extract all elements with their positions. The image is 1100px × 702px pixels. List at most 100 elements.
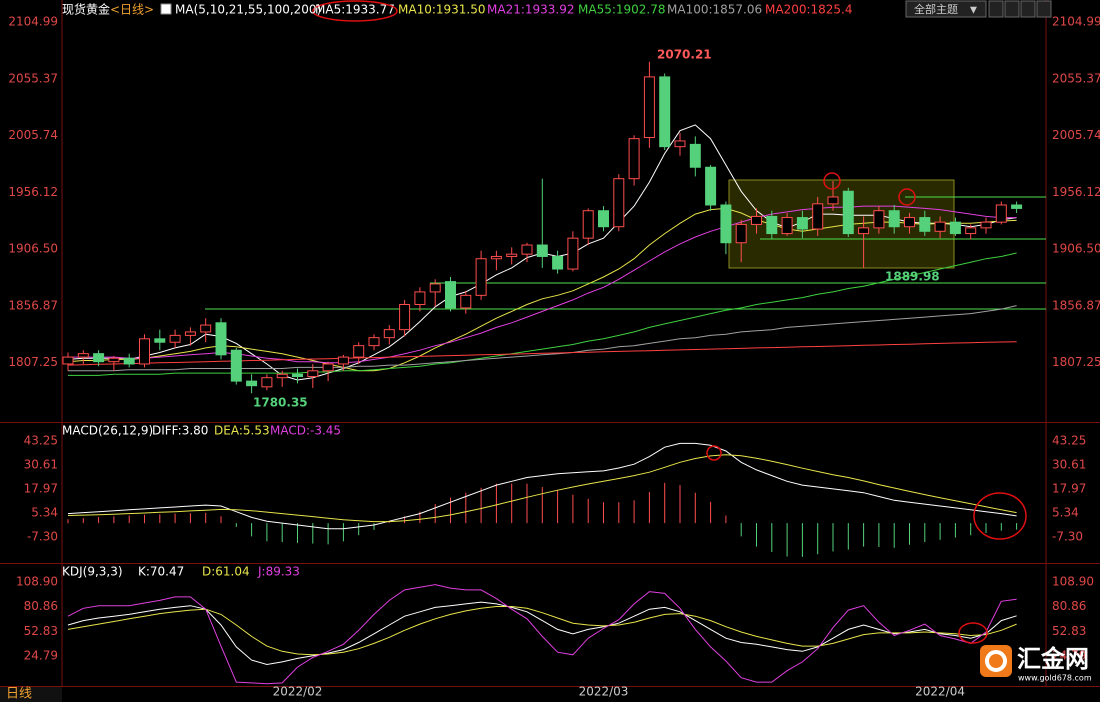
- candle-body: [246, 380, 258, 387]
- candle-body: [368, 337, 380, 347]
- y-tick-label: 108.90: [16, 575, 58, 589]
- y-tick-label: 2055.37: [1052, 71, 1100, 85]
- y-tick-label: 108.90: [1052, 575, 1094, 589]
- highlight-circles: [312, 0, 1027, 644]
- toolbar: [988, 0, 1052, 18]
- candle-body: [230, 349, 242, 382]
- logo: 汇金网: [1017, 645, 1089, 673]
- y-tick-label: 80.86: [24, 599, 58, 613]
- candle-body: [307, 370, 319, 378]
- y-tick-label: 1906.50: [8, 242, 58, 256]
- y-tick-label: -7.30: [27, 529, 58, 543]
- candle-body: [77, 353, 89, 358]
- candle-body: [536, 244, 548, 257]
- candle-body: [934, 221, 946, 232]
- footer-period: 日线: [6, 687, 32, 702]
- x-tick-label: 2022/04: [915, 685, 965, 699]
- candle-body: [353, 345, 365, 358]
- candle-body: [766, 215, 778, 235]
- candle-body: [613, 178, 625, 228]
- legend-entry: MA100:1857.06: [667, 3, 762, 17]
- candle-body: [506, 253, 518, 257]
- logo-mark: [985, 650, 1007, 672]
- candle-body: [827, 196, 839, 205]
- candle-body: [552, 255, 564, 270]
- line: [67, 442, 1017, 530]
- candle-body: [567, 237, 579, 270]
- candle-body: [414, 291, 426, 305]
- y-tick-label: 17.97: [1052, 481, 1086, 495]
- logo-icon: [980, 645, 1012, 677]
- candle-body: [322, 363, 334, 372]
- candle-body: [812, 203, 824, 230]
- logo-url: www.gold678.com: [1018, 674, 1092, 683]
- y-tick-label: 2055.37: [8, 71, 58, 85]
- candle-body: [888, 210, 900, 228]
- legend-entry: MA5:1933.77: [315, 3, 395, 17]
- y-tick-label: 2104.99: [1052, 15, 1100, 29]
- x-tick-label: 2022/03: [579, 685, 629, 699]
- tool-button[interactable]: [1036, 0, 1052, 18]
- candle-body: [598, 210, 609, 228]
- candle-body: [643, 76, 655, 139]
- annotation: 1889.98: [885, 270, 940, 284]
- line: [67, 606, 1017, 656]
- candle-body: [123, 357, 135, 365]
- candle-body: [689, 143, 701, 168]
- period: <日线>: [110, 3, 154, 17]
- footer-tab[interactable]: [0, 687, 62, 702]
- tool-button[interactable]: [1004, 0, 1020, 18]
- candle-body: [858, 227, 870, 235]
- candle-body: [995, 204, 1007, 223]
- frame: [0, 0, 1100, 687]
- candle-body: [674, 140, 686, 148]
- y-tick-label: 2005.74: [1052, 128, 1100, 142]
- candle-body: [735, 223, 747, 244]
- line: [68, 252, 1017, 376]
- candle-body: [705, 166, 717, 206]
- theme-button[interactable]: [905, 0, 987, 18]
- candle-body: [108, 357, 120, 363]
- candle-body: [751, 215, 762, 225]
- icon[interactable]: [160, 3, 172, 15]
- candle-body: [873, 210, 885, 229]
- kdj-title: KDJ(9,3,3): [62, 565, 123, 579]
- annotation: 2070.21: [657, 48, 712, 62]
- candle-body: [276, 373, 288, 379]
- candle-body: [965, 227, 977, 235]
- candle-body: [383, 329, 395, 339]
- candle-body: [200, 324, 212, 333]
- y-tick-label: 1807.25: [8, 355, 58, 369]
- legend-entry: DIFF:3.80: [152, 424, 208, 438]
- legend-entry: MA21:1933.92: [487, 3, 575, 17]
- candle-body: [445, 281, 456, 309]
- y-tick-label: 80.86: [1052, 599, 1086, 613]
- legend-entry: MA200:1825.4: [765, 3, 853, 17]
- tool-button[interactable]: [1020, 0, 1036, 18]
- tool-button[interactable]: [988, 0, 1004, 18]
- candle-body: [949, 221, 961, 235]
- candle-body: [93, 353, 105, 363]
- candle-body: [720, 204, 732, 244]
- y-tick-label: 52.83: [24, 624, 58, 638]
- y-tick-label: 24.79: [24, 648, 58, 662]
- candle-body: [62, 356, 74, 365]
- candle-body: [261, 377, 273, 388]
- line: [67, 454, 1017, 523]
- y-tick-label: 5.34: [1052, 505, 1079, 519]
- candle-body: [659, 76, 671, 148]
- theme-button-label: 全部主题: [914, 2, 958, 16]
- candle-body: [460, 294, 472, 309]
- y-tick-label: 52.83: [1052, 624, 1086, 638]
- y-tick-label: 2005.74: [8, 128, 58, 142]
- line: [68, 305, 1017, 372]
- y-tick-label: 1906.50: [1052, 242, 1100, 256]
- candle-body: [904, 217, 915, 228]
- candle-body: [628, 138, 640, 180]
- macd-title: MACD(26,12,9): [62, 424, 153, 438]
- y-tick-label: 5.34: [31, 505, 58, 519]
- y-tick-label: 24.79: [1052, 648, 1086, 662]
- y-tick-label: 1956.12: [1052, 185, 1100, 199]
- y-tick-label: 17.97: [24, 481, 58, 495]
